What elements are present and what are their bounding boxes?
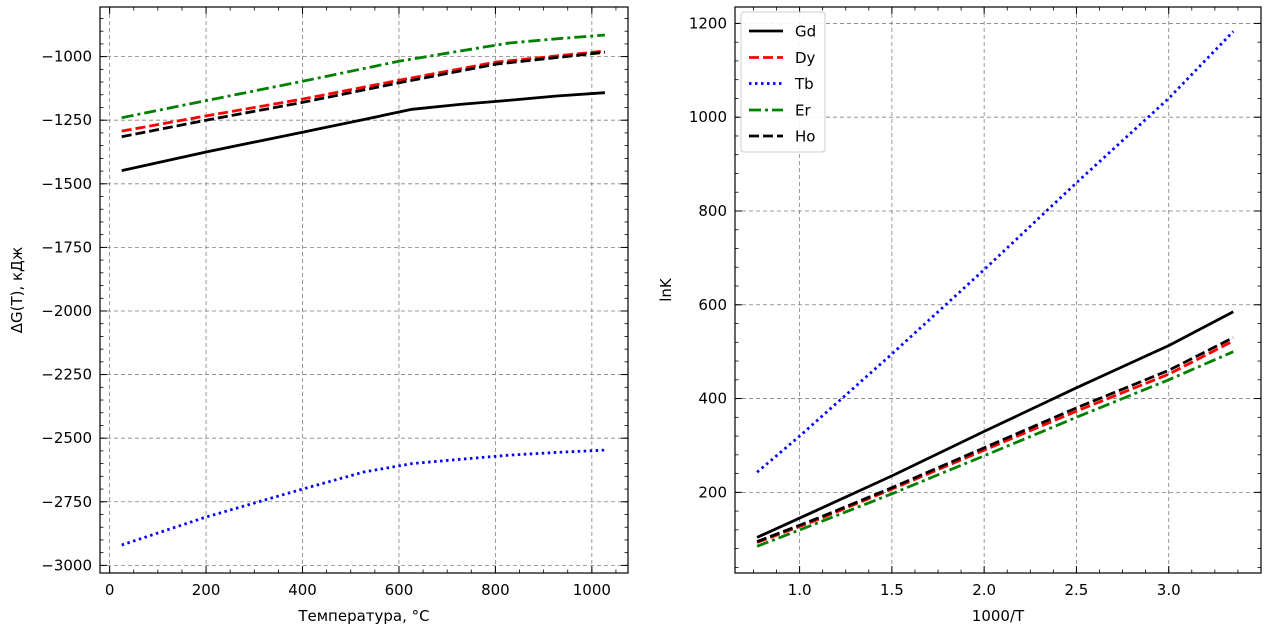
right-plot-frame: [734, 6, 1262, 574]
left-series-gd-line: [121, 91, 605, 172]
left-x-tick-label: 400: [288, 581, 317, 599]
legend-label-ho: Ho: [795, 128, 815, 146]
right-y-tick-label: 600: [698, 296, 727, 314]
legend-label-gd: Gd: [795, 23, 816, 41]
left-y-tick-label: −1500: [41, 175, 92, 193]
right-x-tick-label: 2.0: [972, 581, 996, 599]
left-y-tick-label: −2000: [41, 302, 92, 320]
legend-label-tb: Tb: [794, 75, 814, 93]
right-ticks: 1.0 1.5 2.0 2.5 3.0 200 400 600 800 1000 1200: [689, 7, 1262, 599]
right-x-tick-label: 3.0: [1157, 581, 1181, 599]
left-plot-frame: [99, 6, 629, 574]
legend: Gd Dy Tb Er Ho: [740, 11, 826, 153]
right-series-gd-line: [756, 310, 1234, 539]
right-x-tick-label: 2.5: [1065, 581, 1089, 599]
left-x-tick-label: 0: [105, 581, 115, 599]
right-y-tick-label: 1200: [689, 14, 727, 32]
left-y-tick-label: −1750: [41, 238, 92, 256]
right-y-tick-label: 400: [698, 390, 727, 408]
left-y-tick-label: −2750: [41, 493, 92, 511]
left-y-tick-label: −2500: [41, 429, 92, 447]
left-x-axis-label: Температура, °C: [297, 607, 429, 625]
right-series-tb-line: [756, 30, 1235, 474]
left-y-tick-label: −1000: [41, 48, 92, 66]
left-x-tick-label: 800: [481, 581, 510, 599]
left-series-ho-line: [121, 50, 606, 139]
right-series-ho-line: [756, 336, 1234, 543]
right-y-tick-label: 200: [698, 483, 727, 501]
right-series-er-line: [756, 350, 1234, 548]
left-x-tick-label: 200: [192, 581, 221, 599]
legend-label-er: Er: [795, 102, 811, 120]
right-y-tick-label: 1000: [689, 108, 727, 126]
left-x-tick-label: 600: [385, 581, 414, 599]
left-series-dy-line: [121, 49, 606, 133]
right-x-axis-label: 1000/T: [972, 607, 1025, 625]
legend-label-dy: Dy: [795, 49, 816, 67]
left-panel-dg-vs-temperature: 0 200 400 600 800 1000 −1000 −1250 −1500 −1750 −20…: [8, 6, 629, 625]
left-y-tick-label: −3000: [41, 556, 92, 574]
left-y-tick-label: −1250: [41, 111, 92, 129]
left-x-tick-label: 1000: [573, 581, 611, 599]
left-y-tick-label: −2250: [41, 366, 92, 384]
right-series-group: [756, 30, 1235, 548]
left-series-group: [121, 33, 606, 547]
left-series-tb-line: [121, 448, 605, 547]
right-x-tick-label: 1.0: [788, 581, 812, 599]
left-ticks: 0 200 400 600 800 1000 −1000 −1250 −1500 −1750 −20…: [41, 7, 628, 599]
right-panel-lnk-vs-inverse-temperature: 1.0 1.5 2.0 2.5 3.0 200 400 600 800 1000 1200 1000…: [657, 6, 1262, 625]
left-series-er-line: [121, 33, 606, 120]
right-y-tick-label: 800: [698, 202, 727, 220]
right-y-axis-label: lnK: [657, 277, 675, 302]
left-y-axis-label: ΔG(T), кДж: [8, 247, 26, 334]
right-x-tick-label: 1.5: [880, 581, 904, 599]
legend-box: [740, 11, 826, 153]
